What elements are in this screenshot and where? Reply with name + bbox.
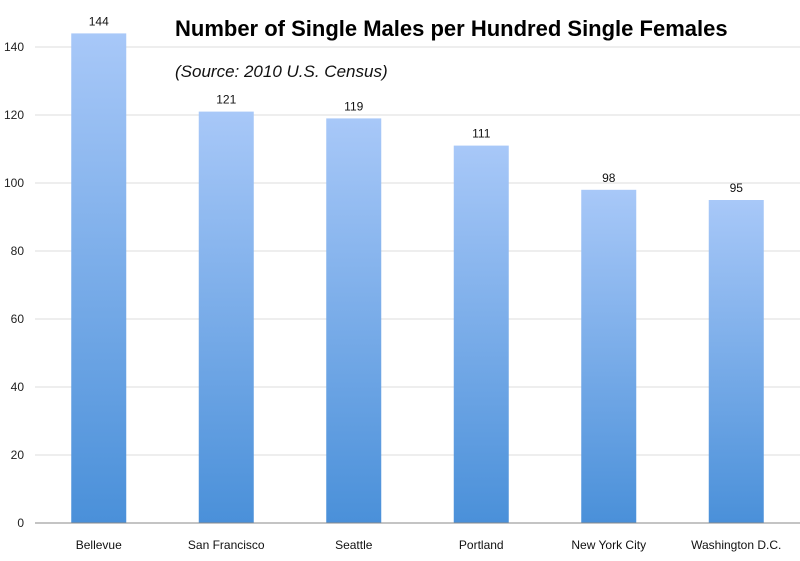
y-tick-label: 60 [11,312,25,326]
chart-title: Number of Single Males per Hundred Singl… [175,16,728,41]
bar [708,200,764,523]
x-category-label: New York City [571,538,646,552]
x-category-label: Seattle [335,538,373,552]
bar [326,118,382,524]
y-tick-label: 100 [4,176,24,190]
bar [198,111,254,523]
data-label: 119 [344,99,363,113]
bars [71,33,764,524]
x-category-label: Bellevue [76,538,122,552]
data-label: 144 [89,14,109,28]
y-tick-label: 20 [11,448,25,462]
x-axis-categories: Bellevue San Francisco Seattle Portland New … [76,538,782,552]
data-label: 111 [472,127,491,141]
x-category-label: Portland [459,538,504,552]
y-tick-label: 120 [4,108,24,122]
data-label: 95 [730,181,744,195]
bar [71,33,127,524]
bar [453,145,509,523]
x-category-label: Washington D.C. [691,538,781,552]
bar [581,189,637,524]
x-category-label: San Francisco [188,538,265,552]
gridlines [35,46,800,456]
data-label: 98 [602,171,616,185]
y-tick-label: 140 [4,40,24,54]
y-tick-label: 80 [11,244,25,258]
chart-subtitle: (Source: 2010 U.S. Census) [175,62,388,81]
y-axis-ticks: 0 20 40 60 80 100 120 140 [4,40,24,530]
data-labels: 144 121 119 111 98 95 [89,14,744,195]
data-label: 121 [216,93,236,107]
y-tick-label: 0 [17,516,24,530]
y-tick-label: 40 [11,380,25,394]
